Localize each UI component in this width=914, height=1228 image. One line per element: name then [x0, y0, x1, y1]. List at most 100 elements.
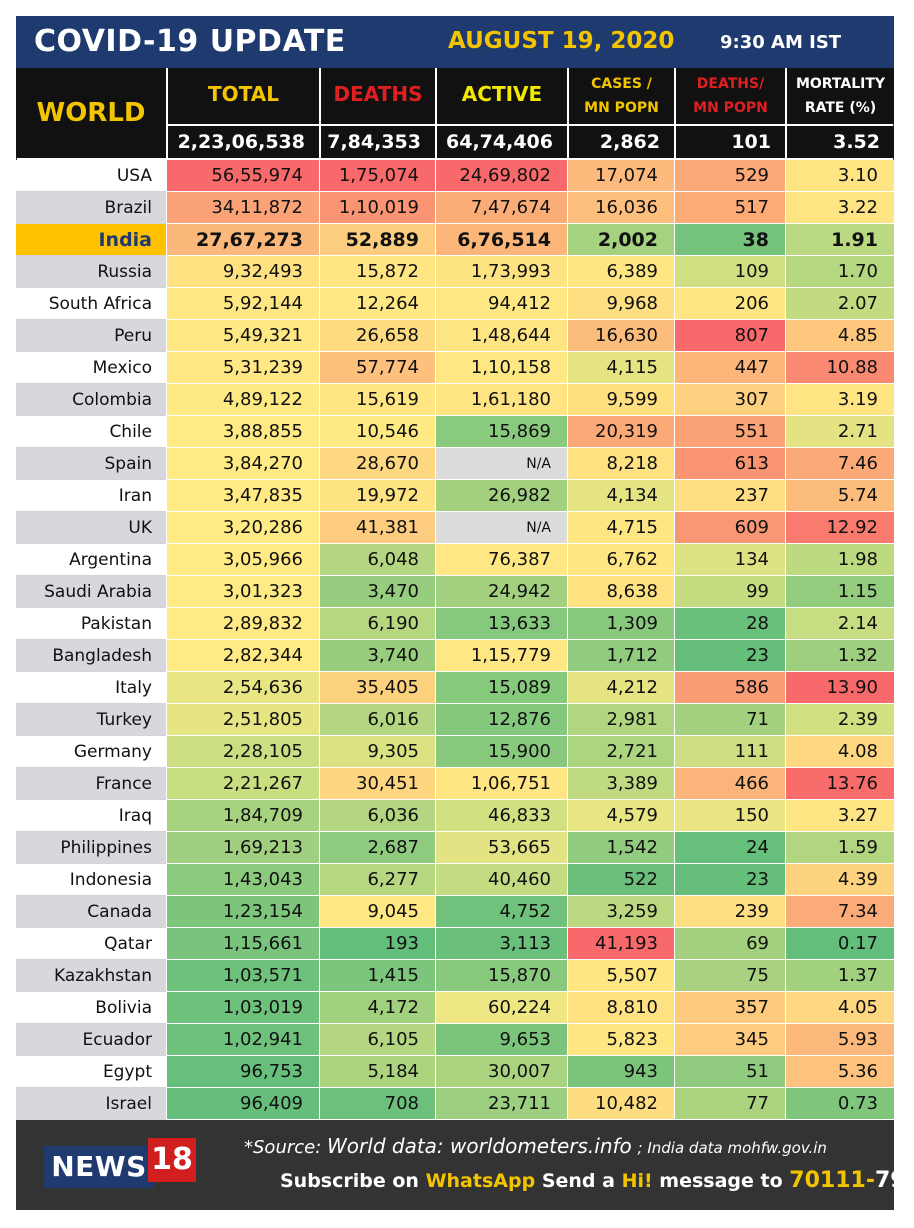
col-header-active: ACTIVE	[435, 68, 567, 124]
cell-mortality: 1.59	[785, 832, 894, 864]
cell-deaths-mn: 517	[674, 192, 785, 224]
country-name: Turkey	[16, 704, 166, 736]
country-name: Egypt	[16, 1056, 166, 1088]
cell-cases-mn: 4,134	[567, 480, 674, 512]
report-time: 9:30 AM IST	[720, 32, 842, 53]
cell-total: 3,01,323	[166, 576, 319, 608]
country-name: Israel	[16, 1088, 166, 1120]
cell-cases-mn: 1,712	[567, 640, 674, 672]
cell-total: 56,55,974	[166, 160, 319, 192]
table-row: Brazil 34,11,872 1,10,019 7,47,674 16,036 517…	[16, 192, 894, 224]
cell-total: 9,32,493	[166, 256, 319, 288]
cell-cases-mn: 2,721	[567, 736, 674, 768]
cell-deaths: 41,381	[319, 512, 435, 544]
whatsapp-number-part2: 79888	[874, 1168, 914, 1193]
subscribe-text-2: Send a	[541, 1170, 615, 1192]
cell-mortality: 3.22	[785, 192, 894, 224]
cell-active: 1,06,751	[435, 768, 567, 800]
subscribe-text-3: message to	[659, 1170, 783, 1192]
cell-cases-mn: 17,074	[567, 160, 674, 192]
hi-label: Hi!	[621, 1170, 653, 1192]
cell-deaths: 1,415	[319, 960, 435, 992]
whatsapp-number: 70111-79888	[789, 1168, 914, 1193]
world-label: WORLD	[16, 68, 166, 158]
table-row: Iraq 1,84,709 6,036 46,833 4,579 150 3.27	[16, 800, 894, 832]
cell-total: 2,21,267	[166, 768, 319, 800]
cell-deaths-mn: 111	[674, 736, 785, 768]
col-header-mortality-line1: MORTALITY	[795, 76, 886, 92]
cell-deaths-mn: 466	[674, 768, 785, 800]
cell-deaths-mn: 24	[674, 832, 785, 864]
country-name: Argentina	[16, 544, 166, 576]
cell-active: 24,942	[435, 576, 567, 608]
cell-deaths: 26,658	[319, 320, 435, 352]
col-header-mortality-line2: RATE (%)	[804, 100, 877, 116]
cell-deaths-mn: 99	[674, 576, 785, 608]
cell-active: 76,387	[435, 544, 567, 576]
cell-active: 26,982	[435, 480, 567, 512]
table-row: Bangladesh 2,82,344 3,740 1,15,779 1,712 23 1.…	[16, 640, 894, 672]
cell-total: 2,51,805	[166, 704, 319, 736]
cell-deaths: 5,184	[319, 1056, 435, 1088]
cell-mortality: 0.73	[785, 1088, 894, 1120]
subscribe-line: Subscribe on WhatsApp Send a Hi! message…	[280, 1168, 914, 1193]
cell-mortality: 5.36	[785, 1056, 894, 1088]
country-name: Canada	[16, 896, 166, 928]
cell-total: 5,31,239	[166, 352, 319, 384]
table-row: Kazakhstan 1,03,571 1,415 15,870 5,507 75 1.37	[16, 960, 894, 992]
cell-deaths-mn: 77	[674, 1088, 785, 1120]
cell-deaths: 1,10,019	[319, 192, 435, 224]
cell-active: 60,224	[435, 992, 567, 1024]
cell-deaths: 28,670	[319, 448, 435, 480]
cell-total: 1,84,709	[166, 800, 319, 832]
country-name: Peru	[16, 320, 166, 352]
logo-word: NEWS	[44, 1146, 154, 1188]
cell-cases-mn: 3,389	[567, 768, 674, 800]
cell-mortality: 4.05	[785, 992, 894, 1024]
cell-mortality: 1.15	[785, 576, 894, 608]
cell-mortality: 10.88	[785, 352, 894, 384]
cell-mortality: 1.70	[785, 256, 894, 288]
cell-active: 4,752	[435, 896, 567, 928]
cell-cases-mn: 10,482	[567, 1088, 674, 1120]
cell-deaths: 6,036	[319, 800, 435, 832]
country-name: Bangladesh	[16, 640, 166, 672]
world-deaths: 7,84,353	[319, 126, 435, 158]
country-name: Pakistan	[16, 608, 166, 640]
table-row: Saudi Arabia 3,01,323 3,470 24,942 8,638 99 1.…	[16, 576, 894, 608]
col-header-deaths-mn: DEATHS/ MN POPN	[674, 68, 785, 124]
cell-deaths: 57,774	[319, 352, 435, 384]
cell-deaths-mn: 447	[674, 352, 785, 384]
cell-deaths-mn: 134	[674, 544, 785, 576]
cell-total: 3,20,286	[166, 512, 319, 544]
col-header-cases-mn: CASES / MN POPN	[567, 68, 674, 124]
cell-total: 4,89,122	[166, 384, 319, 416]
cell-active: 15,869	[435, 416, 567, 448]
table-row: Israel 96,409 708 23,711 10,482 77 0.73	[16, 1088, 894, 1120]
cell-deaths-mn: 586	[674, 672, 785, 704]
cell-cases-mn: 5,507	[567, 960, 674, 992]
cell-deaths: 6,190	[319, 608, 435, 640]
country-name: Kazakhstan	[16, 960, 166, 992]
table-row: UK 3,20,286 41,381 N/A 4,715 609 12.92	[16, 512, 894, 544]
cell-total: 1,43,043	[166, 864, 319, 896]
cell-active: 1,61,180	[435, 384, 567, 416]
col-header-deaths: DEATHS	[319, 68, 435, 124]
cell-deaths: 2,687	[319, 832, 435, 864]
whatsapp-number-part1: 70111-	[789, 1168, 875, 1193]
source-prefix: *Source:	[244, 1137, 322, 1158]
cell-deaths-mn: 28	[674, 608, 785, 640]
cell-mortality: 13.90	[785, 672, 894, 704]
table-row: Argentina 3,05,966 6,048 76,387 6,762 134 1.98	[16, 544, 894, 576]
subscribe-text-1: Subscribe on	[280, 1170, 419, 1192]
cell-deaths-mn: 150	[674, 800, 785, 832]
cell-deaths-mn: 613	[674, 448, 785, 480]
cell-cases-mn: 16,630	[567, 320, 674, 352]
table-row: Peru 5,49,321 26,658 1,48,644 16,630 807 4.85	[16, 320, 894, 352]
cell-mortality: 13.76	[785, 768, 894, 800]
cell-total: 5,49,321	[166, 320, 319, 352]
footer: NEWS 18 *Source: World data: worldometer…	[16, 1120, 914, 1210]
logo-number: 18	[148, 1138, 196, 1182]
cell-cases-mn: 5,823	[567, 1024, 674, 1056]
cell-deaths: 6,048	[319, 544, 435, 576]
